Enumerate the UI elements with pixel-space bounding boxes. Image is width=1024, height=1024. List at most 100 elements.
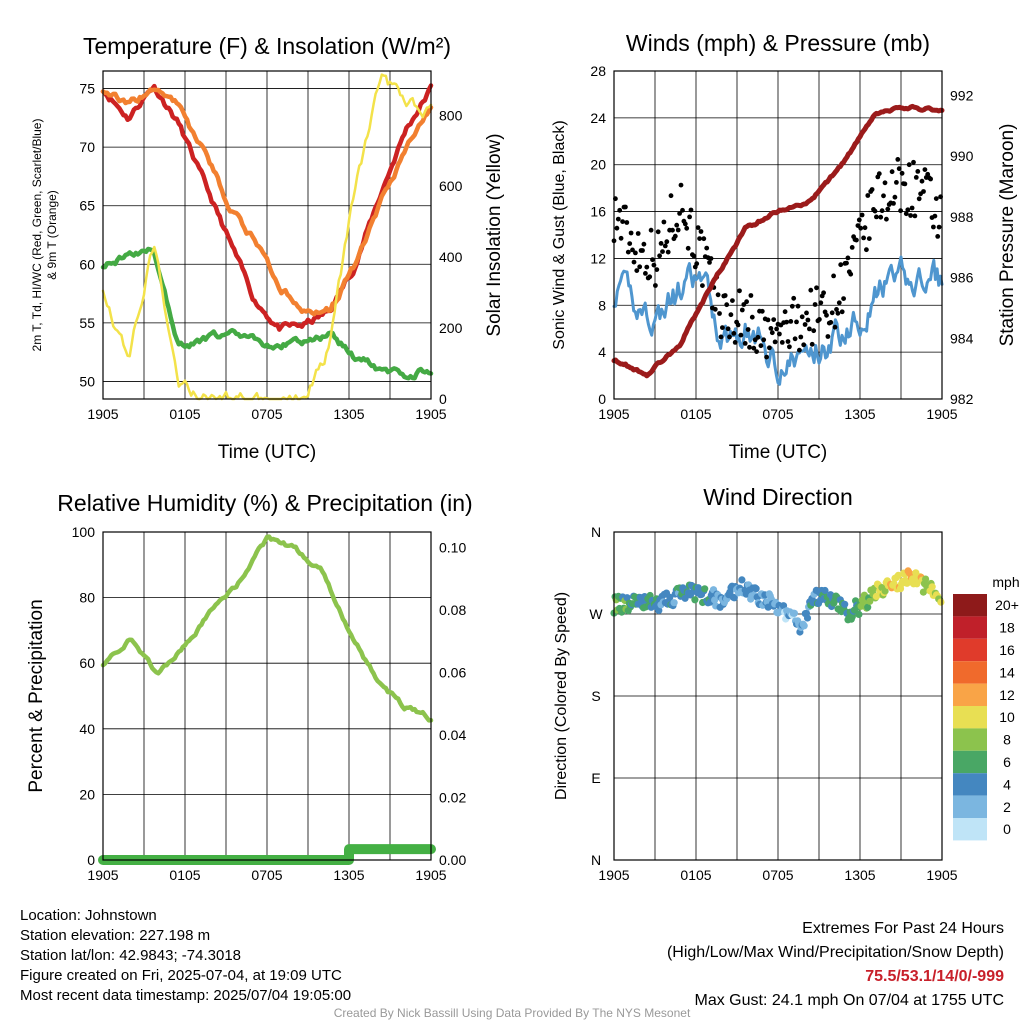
winds-gust-point xyxy=(932,213,938,219)
winds-gust-point xyxy=(772,339,778,345)
direction-xtick-label: 0105 xyxy=(680,867,711,883)
winds-gust-point xyxy=(644,264,650,270)
winds-gust-point xyxy=(737,288,742,294)
winds-gust-point xyxy=(668,193,674,199)
winds-gust-point xyxy=(905,207,911,213)
winds-gust-point xyxy=(878,214,884,220)
winds-gust-point xyxy=(698,229,704,234)
credit-text: Created By Nick Bassill Using Data Provi… xyxy=(333,1006,691,1020)
winds-gust-point xyxy=(755,334,761,340)
winds-gust-point xyxy=(825,334,831,339)
winds-gust-point xyxy=(777,331,782,337)
winds-gust-point xyxy=(700,283,705,288)
temperature-xtick-label: 1305 xyxy=(333,406,364,422)
extremes-info: Extremes For Past 24 Hours (High/Low/Max… xyxy=(667,917,1004,1013)
winds-gust-point xyxy=(747,344,752,350)
winds-gust-point xyxy=(739,307,745,313)
winds-gust-point xyxy=(894,180,899,185)
winds-gust-point xyxy=(829,310,835,316)
winds-gust-point xyxy=(884,216,889,222)
winds-gust-point xyxy=(641,241,647,247)
winds-gust-point xyxy=(620,219,625,225)
winds-gust-point xyxy=(768,326,774,331)
direction-ytick-label: N xyxy=(591,852,601,868)
winds-ytick-label: 24 xyxy=(590,110,606,126)
winds-gust-point xyxy=(856,217,862,223)
humidity-ytick-label: 60 xyxy=(79,655,95,671)
direction-xtick-label: 1905 xyxy=(598,867,629,883)
winds-gust-point xyxy=(625,249,631,255)
direction-ytick-label: W xyxy=(589,606,603,622)
winds-gust-point xyxy=(779,340,785,345)
winds-gust-point xyxy=(735,322,741,328)
colorbar-swatch xyxy=(953,638,987,662)
winds-gust-point xyxy=(697,236,702,242)
direction-point xyxy=(894,571,902,580)
temperature-ytick-label: 50 xyxy=(79,373,95,389)
winds-y2tick-label: 984 xyxy=(950,330,974,346)
winds-gust-point xyxy=(849,245,855,250)
direction-point xyxy=(928,583,936,591)
winds-gust-point xyxy=(647,274,653,280)
winds-xtick-label: 0105 xyxy=(680,406,711,422)
winds-gust-point xyxy=(677,211,682,216)
winds-gust-point xyxy=(865,193,871,198)
winds-gust-point xyxy=(637,264,643,270)
winds-gust-point xyxy=(921,189,926,194)
temperature-chart-title: Temperature (F) & Insolation (W/m²) xyxy=(83,33,451,59)
direction-point xyxy=(937,598,945,606)
colorbar-swatch xyxy=(953,661,987,684)
winds-ytick-label: 16 xyxy=(590,204,606,220)
winds-gust-point xyxy=(808,287,814,293)
direction-point xyxy=(800,622,808,630)
temperature-xtick-label: 1905 xyxy=(415,406,446,422)
direction-point xyxy=(848,613,856,621)
winds-gust-point xyxy=(675,227,681,233)
extremes-subtitle: (High/Low/Max Wind/Precipitation/Snow De… xyxy=(666,944,1004,961)
winds-gust-point xyxy=(724,302,730,308)
temperature-ylabel-left-2: & 9m T (Orange) xyxy=(45,190,59,280)
temperature-ylabel-right: Solar Insolation (Yellow) xyxy=(484,133,505,336)
winds-gust-point xyxy=(906,162,912,168)
speed-colorbar: 20+ 18 16 14 12 10 8 6 4 2 0 xyxy=(953,594,1019,841)
humidity-ytick-label: 20 xyxy=(79,786,95,802)
colorbar-swatch xyxy=(953,818,987,841)
direction-point xyxy=(866,597,874,605)
winds-gust-point xyxy=(885,206,891,212)
winds-gust-point xyxy=(717,311,722,316)
latlon-text: Station lat/lon: 42.9843; -74.3018 xyxy=(20,947,242,964)
temperature-y2tick-label: 600 xyxy=(439,178,463,194)
humidity-y2tick-label: 0.10 xyxy=(439,540,466,556)
winds-gust-point xyxy=(922,167,928,173)
winds-gust-point xyxy=(839,309,845,315)
winds-gust-point xyxy=(654,267,660,272)
colorbar-swatch xyxy=(953,706,987,729)
humidity-ytick-label: 0 xyxy=(87,852,95,868)
winds-gust-point xyxy=(764,354,769,360)
winds-gust-point xyxy=(660,249,665,255)
temperature-ylabel-left-1: 2m T, Td, HI/WC (Red, Green, Scarlet/Blu… xyxy=(30,119,44,352)
humidity-ytick-label: 40 xyxy=(79,721,95,737)
direction-ylabel-left: Direction (Colored By Speed) xyxy=(553,592,570,800)
winds-gust-point xyxy=(817,317,822,322)
winds-gust-point xyxy=(688,207,694,213)
direction-point xyxy=(922,575,930,583)
temperature-xtick-label: 0705 xyxy=(251,406,282,422)
temperature-xtick-label: 0105 xyxy=(169,406,200,422)
winds-gust-point xyxy=(670,227,675,233)
created-text: Figure created on Fri, 2025-07-04, at 19… xyxy=(20,967,342,984)
colorbar-title: mph xyxy=(992,574,1019,590)
temperature-y2tick-label: 0 xyxy=(439,391,447,407)
temperature-ytick-label: 60 xyxy=(79,256,95,272)
winds-gust-point xyxy=(628,230,634,236)
temperature-chart: Temperature (F) & Insolation (W/m²) 50 55… xyxy=(30,33,505,463)
winds-y2tick-label: 990 xyxy=(950,148,974,164)
winds-gust-point xyxy=(615,216,621,222)
humidity-y2tick-label: 0.06 xyxy=(439,665,466,681)
winds-gust-point xyxy=(913,175,919,180)
winds-gust-point xyxy=(854,237,859,243)
winds-y2tick-label: 982 xyxy=(950,391,974,407)
winds-gust-point xyxy=(749,314,755,320)
winds-gust-point xyxy=(845,255,851,261)
winds-gust-point xyxy=(861,235,866,241)
